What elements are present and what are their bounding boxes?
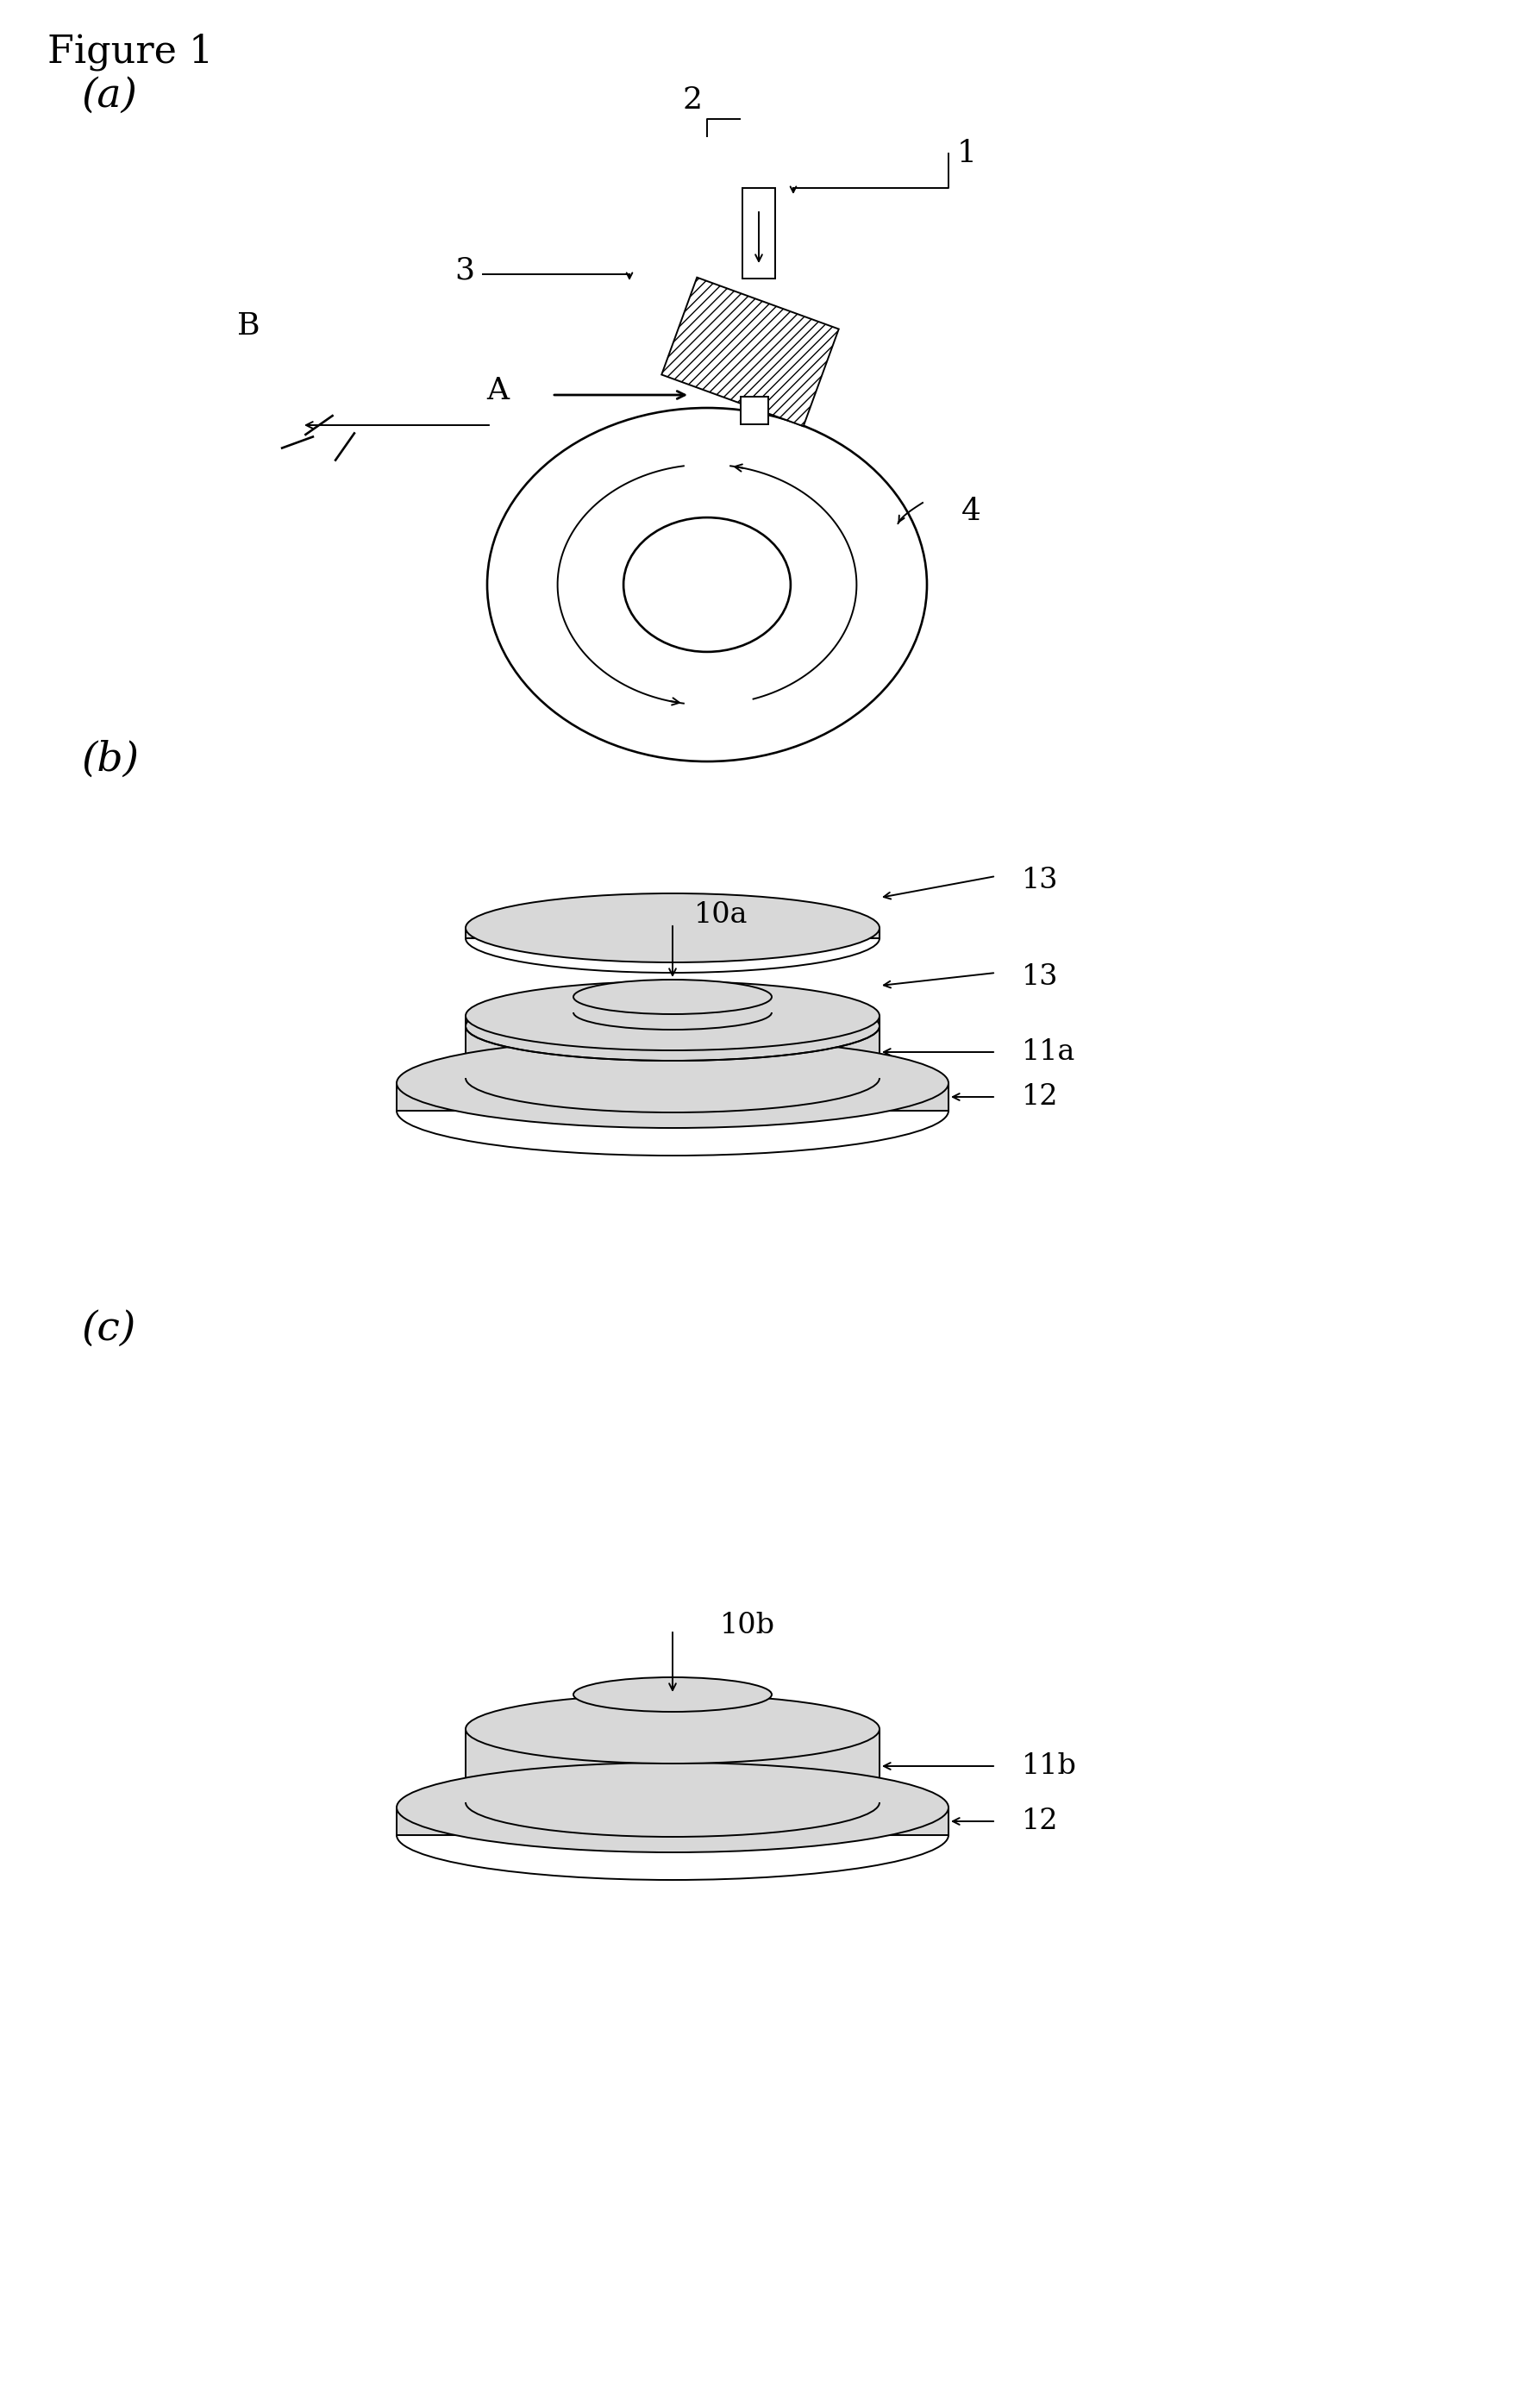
Text: 1: 1 — [958, 138, 976, 167]
Polygon shape — [465, 1017, 879, 1026]
Polygon shape — [397, 1807, 949, 1836]
Bar — [742, 189, 775, 279]
Text: 10a: 10a — [695, 902, 748, 929]
Ellipse shape — [465, 1695, 879, 1764]
Polygon shape — [573, 998, 772, 1012]
Ellipse shape — [573, 1678, 772, 1711]
Polygon shape — [741, 396, 768, 425]
Ellipse shape — [397, 1762, 949, 1852]
Text: 11a: 11a — [1021, 1038, 1075, 1067]
Ellipse shape — [465, 991, 879, 1060]
Text: B: B — [237, 310, 260, 341]
Text: 3: 3 — [454, 255, 474, 284]
Text: 12: 12 — [1021, 1807, 1058, 1836]
Text: (b): (b) — [82, 740, 140, 778]
Text: 13: 13 — [1021, 964, 1058, 991]
Polygon shape — [465, 929, 879, 938]
Ellipse shape — [573, 979, 772, 1014]
Polygon shape — [465, 1728, 879, 1802]
Polygon shape — [397, 1084, 949, 1110]
Text: 4: 4 — [961, 496, 981, 525]
Text: (c): (c) — [82, 1308, 137, 1349]
Polygon shape — [662, 277, 839, 427]
Text: Figure 1: Figure 1 — [48, 33, 214, 69]
Text: 10b: 10b — [721, 1611, 775, 1640]
Ellipse shape — [465, 893, 879, 962]
Text: 2: 2 — [682, 86, 702, 115]
Text: 11b: 11b — [1021, 1752, 1076, 1781]
Text: 12: 12 — [1021, 1084, 1058, 1110]
Ellipse shape — [397, 1038, 949, 1129]
Polygon shape — [465, 1026, 879, 1079]
Ellipse shape — [465, 981, 879, 1050]
Text: (a): (a) — [82, 76, 139, 115]
Text: A: A — [487, 377, 508, 406]
Text: 13: 13 — [1021, 866, 1058, 895]
